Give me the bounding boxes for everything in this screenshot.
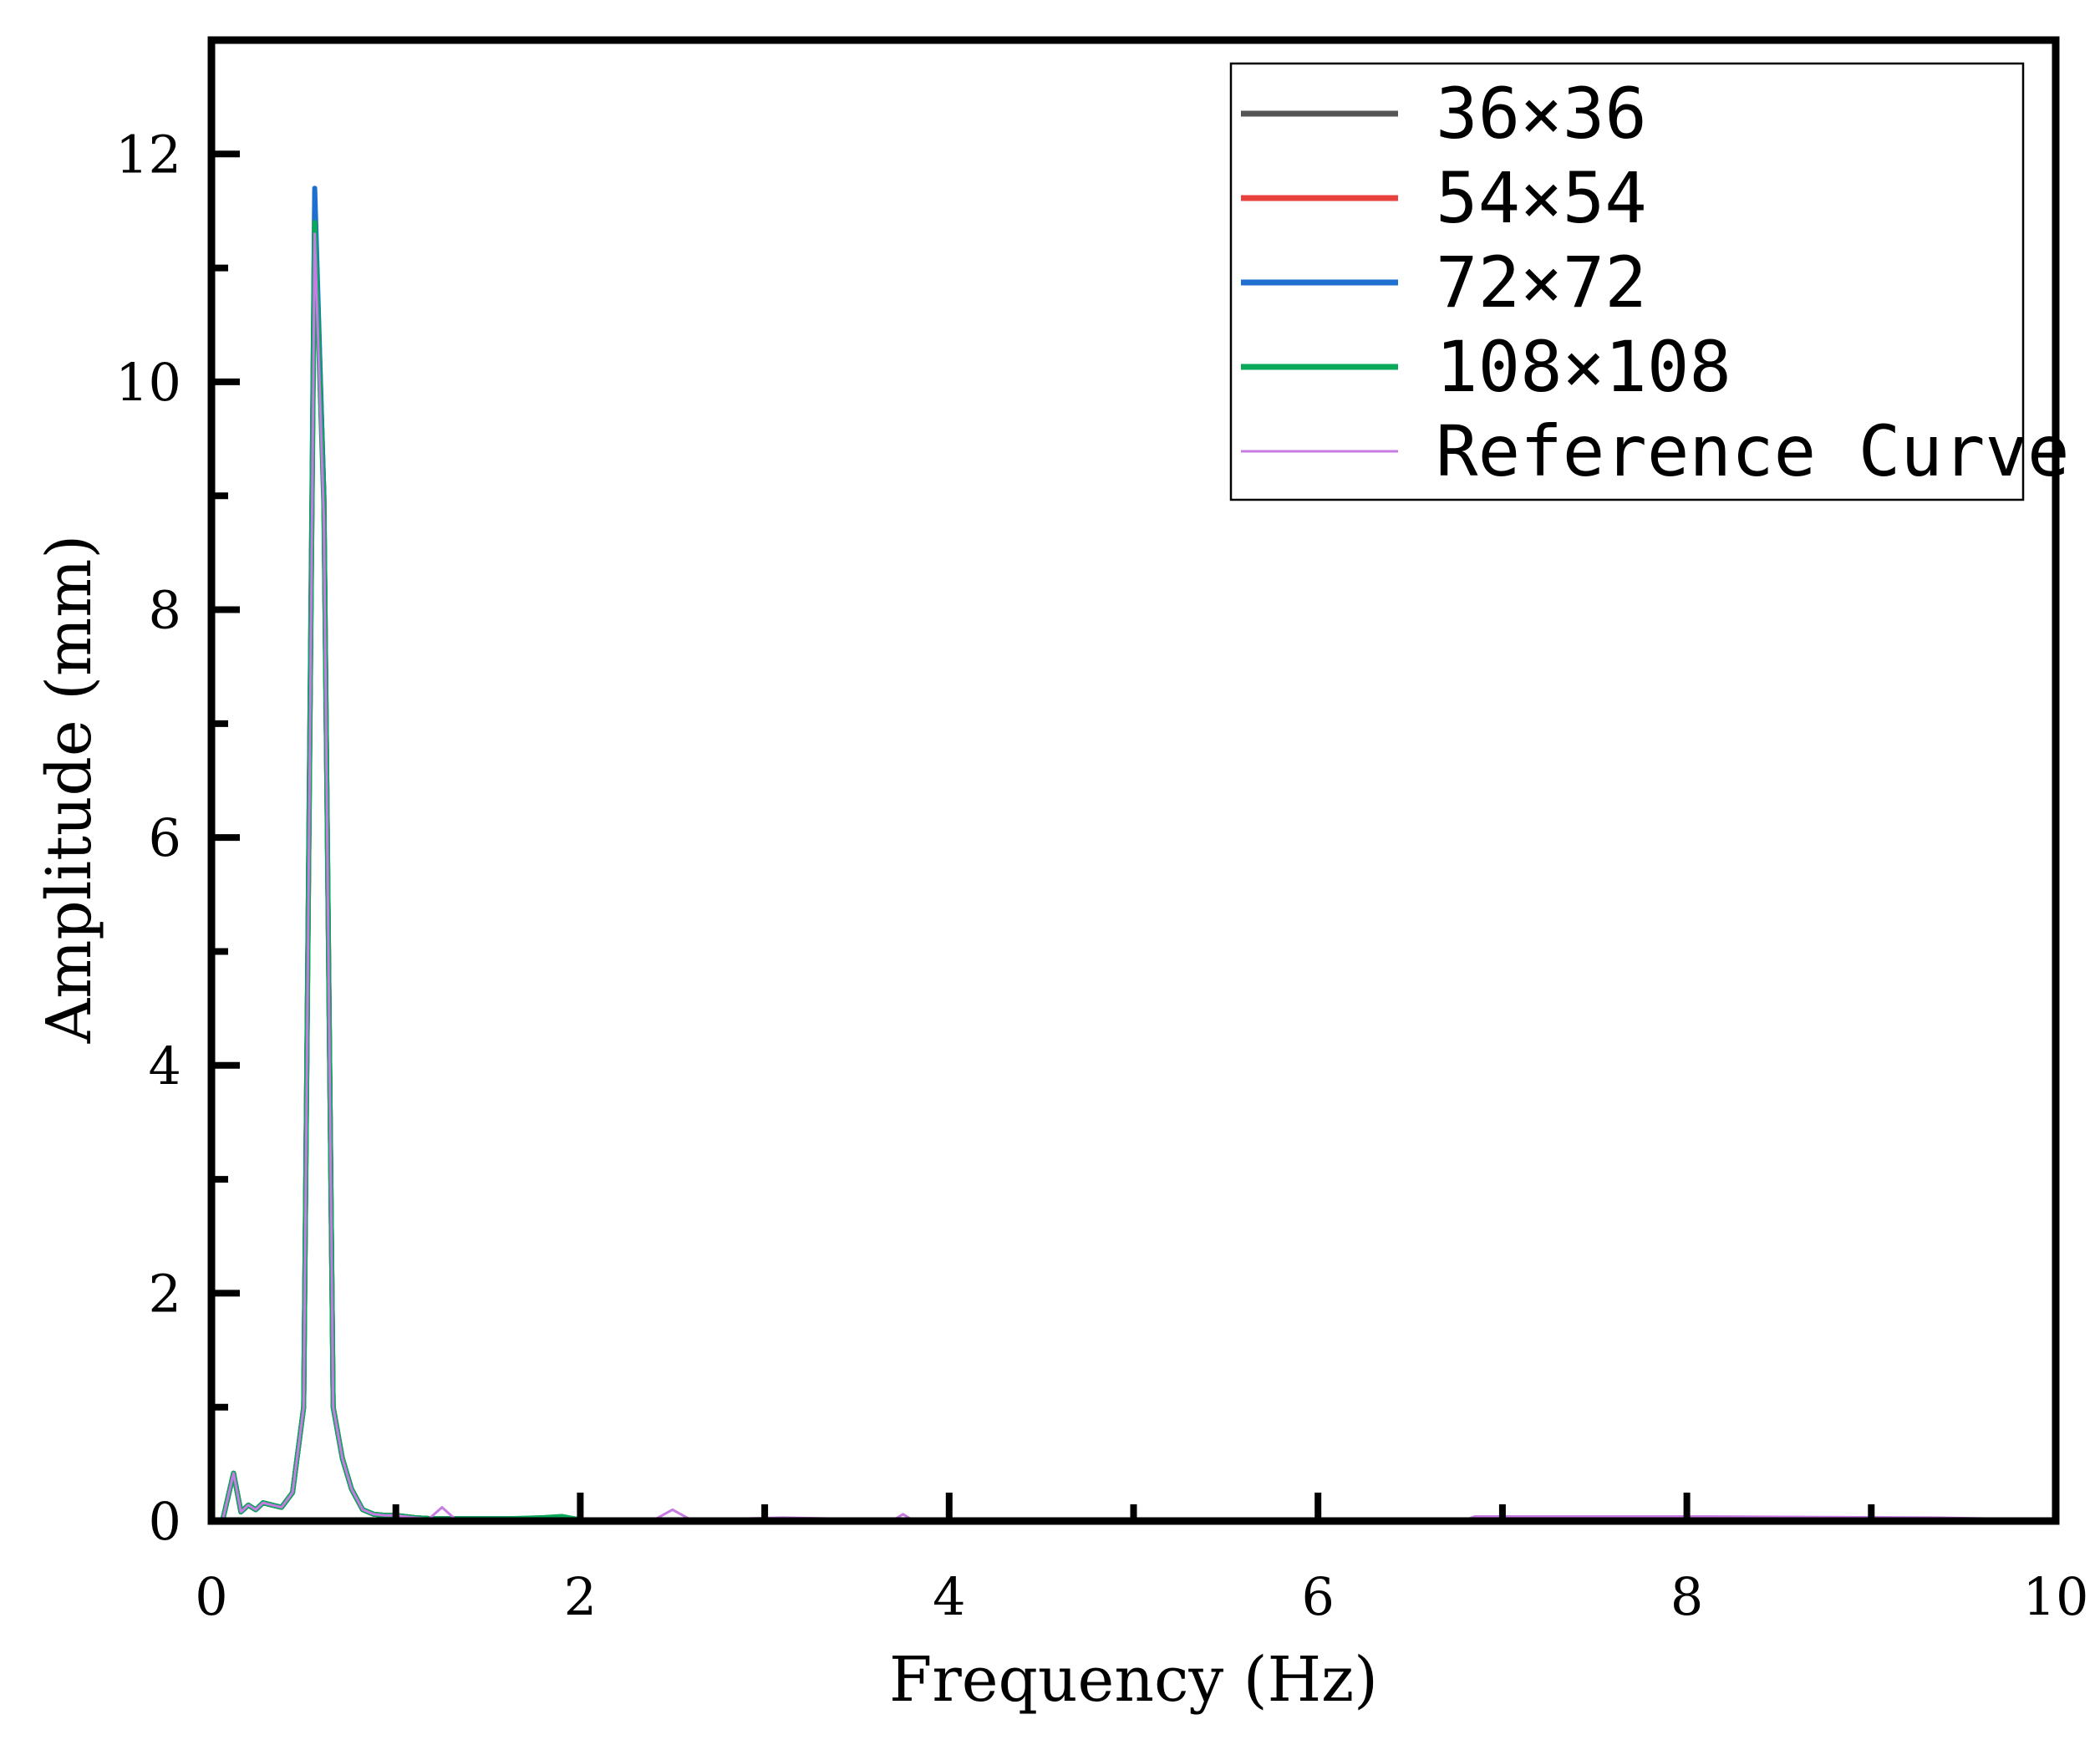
y-tick-label: 12 bbox=[115, 124, 181, 185]
x-tick-label: 6 bbox=[1301, 1566, 1334, 1627]
tick-layer: 0 2 4 6 8 10 0 2 4 6 8 10 12 bbox=[115, 124, 2088, 1627]
legend-label: 108×108 bbox=[1436, 326, 1731, 408]
x-tick-label: 0 bbox=[195, 1566, 227, 1627]
y-tick-label: 8 bbox=[149, 580, 181, 641]
y-tick-label: 2 bbox=[149, 1263, 181, 1324]
legend-label: 72×72 bbox=[1436, 242, 1647, 323]
legend-label: 54×54 bbox=[1436, 157, 1647, 239]
y-tick-label: 10 bbox=[115, 352, 181, 413]
x-axis-title: Frequency (Hz) bbox=[889, 1644, 1378, 1716]
legend-label: 36×36 bbox=[1436, 73, 1647, 155]
x-tick-label: 4 bbox=[933, 1566, 965, 1627]
x-tick-label: 8 bbox=[1670, 1566, 1703, 1627]
plot-frame bbox=[207, 36, 2060, 1525]
y-axis-title: Amplitude (mm) bbox=[33, 535, 105, 1044]
y-tick-label: 4 bbox=[149, 1035, 181, 1096]
y-tick-label: 6 bbox=[149, 807, 181, 868]
x-tick-label: 10 bbox=[2023, 1566, 2089, 1627]
x-tick-label: 2 bbox=[564, 1566, 597, 1627]
y-tick-label: 0 bbox=[149, 1491, 181, 1552]
legend-label: Reference Curve bbox=[1436, 410, 2070, 492]
